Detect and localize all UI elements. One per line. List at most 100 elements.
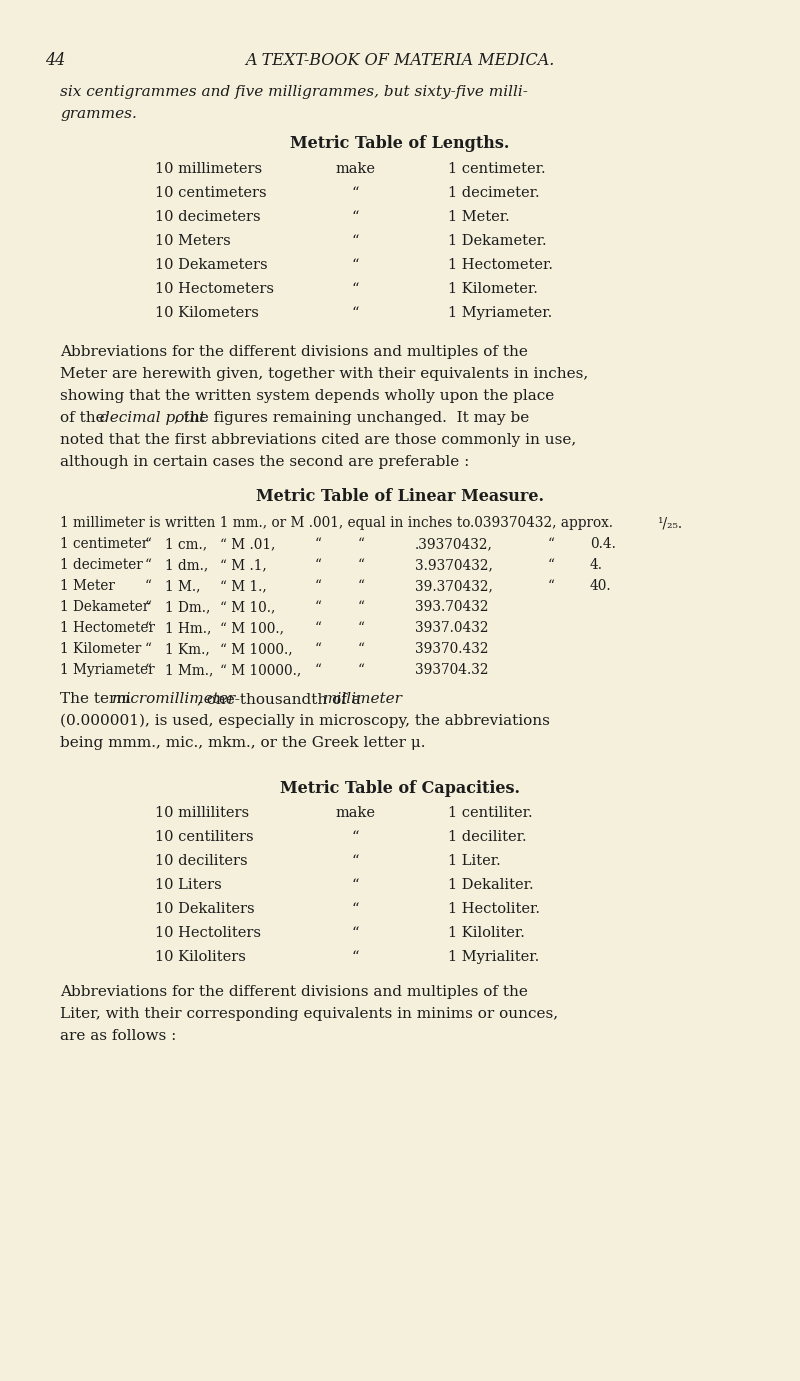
Text: “: “ <box>358 558 365 572</box>
Text: “: “ <box>548 558 555 572</box>
Text: “: “ <box>548 579 555 592</box>
Text: “: “ <box>358 537 365 551</box>
Text: 0.4.: 0.4. <box>590 537 616 551</box>
Text: “: “ <box>351 307 358 320</box>
Text: 39.370432,: 39.370432, <box>415 579 493 592</box>
Text: , one-thousandth of a: , one-thousandth of a <box>198 692 366 706</box>
Text: “: “ <box>145 599 152 615</box>
Text: 1 Hectometer: 1 Hectometer <box>60 621 155 635</box>
Text: 10 centimeters: 10 centimeters <box>155 186 266 200</box>
Text: “: “ <box>351 830 358 844</box>
Text: “: “ <box>315 558 322 572</box>
Text: “: “ <box>145 663 152 677</box>
Text: 393704.32: 393704.32 <box>415 663 489 677</box>
Text: 1 Hectometer.: 1 Hectometer. <box>448 258 553 272</box>
Text: 10 Liters: 10 Liters <box>155 878 222 892</box>
Text: “ M 1000.,: “ M 1000., <box>220 642 293 656</box>
Text: 4.: 4. <box>590 558 603 572</box>
Text: 10 Kiloliters: 10 Kiloliters <box>155 950 246 964</box>
Text: “: “ <box>351 927 358 940</box>
Text: 1 Kilometer: 1 Kilometer <box>60 642 142 656</box>
Text: “: “ <box>145 642 152 656</box>
Text: 1 deciliter.: 1 deciliter. <box>448 830 526 844</box>
Text: 10 milliliters: 10 milliliters <box>155 807 249 820</box>
Text: “ M 1.,: “ M 1., <box>220 579 266 592</box>
Text: Abbreviations for the different divisions and multiples of the: Abbreviations for the different division… <box>60 985 528 998</box>
Text: 10 millimeters: 10 millimeters <box>155 162 262 175</box>
Text: .39370432,: .39370432, <box>415 537 493 551</box>
Text: “ M .01,: “ M .01, <box>220 537 275 551</box>
Text: “ M 10.,: “ M 10., <box>220 599 275 615</box>
Text: .039370432, approx.: .039370432, approx. <box>470 516 613 530</box>
Text: of the: of the <box>60 412 110 425</box>
Text: 3937.0432: 3937.0432 <box>415 621 489 635</box>
Text: 1 Myriameter.: 1 Myriameter. <box>448 307 552 320</box>
Text: 1 millimeter is written 1 mm., or M .001, equal in inches to: 1 millimeter is written 1 mm., or M .001… <box>60 516 470 530</box>
Text: 3.9370432,: 3.9370432, <box>415 558 493 572</box>
Text: 1 Hm.,: 1 Hm., <box>165 621 211 635</box>
Text: 1 Dekaliter.: 1 Dekaliter. <box>448 878 534 892</box>
Text: “ M 100.,: “ M 100., <box>220 621 284 635</box>
Text: 39370.432: 39370.432 <box>415 642 489 656</box>
Text: 1 Liter.: 1 Liter. <box>448 853 501 869</box>
Text: Abbreviations for the different divisions and multiples of the: Abbreviations for the different division… <box>60 345 528 359</box>
Text: “: “ <box>358 621 365 635</box>
Text: millimeter: millimeter <box>323 692 403 706</box>
Text: “ M .1,: “ M .1, <box>220 558 266 572</box>
Text: “: “ <box>358 642 365 656</box>
Text: “: “ <box>145 558 152 572</box>
Text: 1 centimeter: 1 centimeter <box>60 537 148 551</box>
Text: “: “ <box>351 902 358 916</box>
Text: 1 Myrialiter.: 1 Myrialiter. <box>448 950 539 964</box>
Text: “: “ <box>315 642 322 656</box>
Text: “ M 10000.,: “ M 10000., <box>220 663 302 677</box>
Text: “: “ <box>351 186 358 200</box>
Text: A TEXT-BOOK OF MATERIA MEDICA.: A TEXT-BOOK OF MATERIA MEDICA. <box>246 52 554 69</box>
Text: 10 Meters: 10 Meters <box>155 233 230 249</box>
Text: 10 Kilometers: 10 Kilometers <box>155 307 259 320</box>
Text: 1 Dekameter.: 1 Dekameter. <box>448 233 546 249</box>
Text: 10 Dekaliters: 10 Dekaliters <box>155 902 254 916</box>
Text: 1 Hectoliter.: 1 Hectoliter. <box>448 902 540 916</box>
Text: “: “ <box>315 663 322 677</box>
Text: , the figures remaining unchanged.  It may be: , the figures remaining unchanged. It ma… <box>174 412 530 425</box>
Text: 1 Kiloliter.: 1 Kiloliter. <box>448 927 525 940</box>
Text: “: “ <box>358 579 365 592</box>
Text: 10 decimeters: 10 decimeters <box>155 210 261 224</box>
Text: “: “ <box>315 537 322 551</box>
Text: 1 Meter.: 1 Meter. <box>448 210 510 224</box>
Text: ¹/₂₅.: ¹/₂₅. <box>658 516 683 530</box>
Text: 1 cm.,: 1 cm., <box>165 537 207 551</box>
Text: 1 decimeter.: 1 decimeter. <box>448 186 540 200</box>
Text: 1 Dm.,: 1 Dm., <box>165 599 210 615</box>
Text: “: “ <box>351 258 358 272</box>
Text: 1 Mm.,: 1 Mm., <box>165 663 214 677</box>
Text: showing that the written system depends wholly upon the place: showing that the written system depends … <box>60 389 554 403</box>
Text: six centigrammes and five milligrammes, but sixty-five milli-: six centigrammes and five milligrammes, … <box>60 86 528 99</box>
Text: being mmm., mic., mkm., or the Greek letter μ.: being mmm., mic., mkm., or the Greek let… <box>60 736 426 750</box>
Text: “: “ <box>315 621 322 635</box>
Text: 1 Dekameter: 1 Dekameter <box>60 599 150 615</box>
Text: make: make <box>335 162 375 175</box>
Text: “: “ <box>315 579 322 592</box>
Text: 10 deciliters: 10 deciliters <box>155 853 248 869</box>
Text: “: “ <box>351 878 358 892</box>
Text: Meter are herewith given, together with their equivalents in inches,: Meter are herewith given, together with … <box>60 367 588 381</box>
Text: noted that the first abbreviations cited are those commonly in use,: noted that the first abbreviations cited… <box>60 434 576 447</box>
Text: “: “ <box>145 621 152 635</box>
Text: “: “ <box>351 233 358 249</box>
Text: 10 Hectometers: 10 Hectometers <box>155 282 274 296</box>
Text: micromillimeter: micromillimeter <box>111 692 236 706</box>
Text: “: “ <box>351 210 358 224</box>
Text: 10 centiliters: 10 centiliters <box>155 830 254 844</box>
Text: 1 Myriameter: 1 Myriameter <box>60 663 154 677</box>
Text: 10 Hectoliters: 10 Hectoliters <box>155 927 261 940</box>
Text: The term: The term <box>60 692 136 706</box>
Text: 1 M.,: 1 M., <box>165 579 201 592</box>
Text: “: “ <box>315 599 322 615</box>
Text: Metric Table of Capacities.: Metric Table of Capacities. <box>280 780 520 797</box>
Text: “: “ <box>145 579 152 592</box>
Text: 1 centiliter.: 1 centiliter. <box>448 807 533 820</box>
Text: “: “ <box>358 663 365 677</box>
Text: 1 Km.,: 1 Km., <box>165 642 210 656</box>
